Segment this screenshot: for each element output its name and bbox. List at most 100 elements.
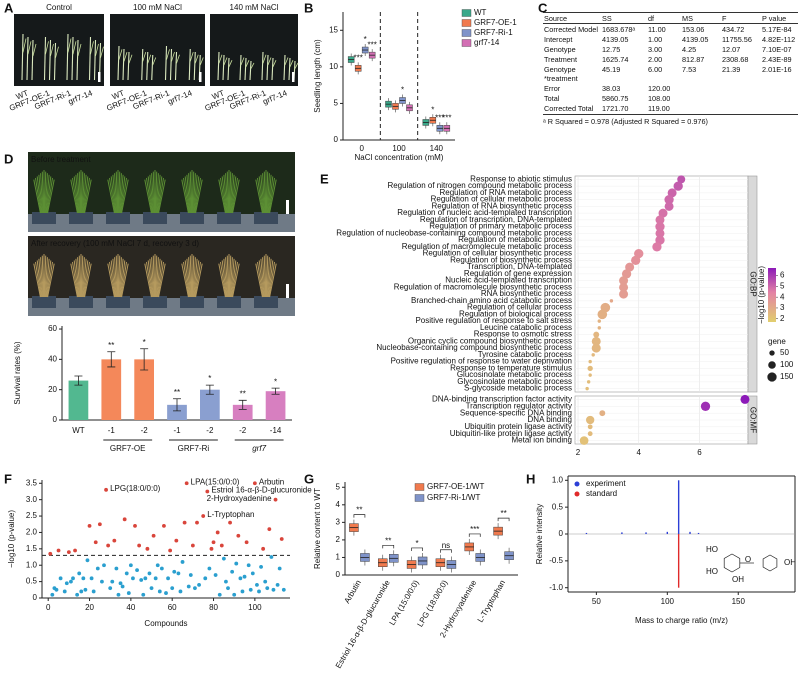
table-cell: Total	[544, 94, 560, 104]
significance: **	[174, 388, 180, 397]
go-dot	[591, 336, 601, 346]
pot	[217, 212, 241, 224]
y-tick-label: 0	[33, 593, 38, 602]
seedling-leaf	[267, 57, 272, 66]
table-cell: 2.01E-16	[762, 65, 792, 75]
term-label: Metal ion binding	[512, 436, 572, 445]
plant-blade	[193, 176, 200, 214]
plant-blade	[36, 176, 43, 214]
plant-blade	[152, 255, 155, 298]
plant-blade	[119, 176, 126, 214]
point	[275, 582, 280, 587]
plant-blade	[149, 258, 154, 298]
y-tick-label: 0	[53, 415, 58, 424]
point	[178, 589, 183, 594]
x-tick-label: Arbutin	[343, 579, 363, 605]
bar	[232, 404, 253, 420]
point	[257, 589, 261, 594]
legend-label: GRF7-Ri-1/WT	[427, 493, 480, 502]
point	[139, 578, 144, 582]
significance: **	[108, 341, 114, 350]
significance: ***	[353, 53, 362, 62]
term-label: Regulation of primary metabolic process	[429, 222, 572, 231]
point	[255, 582, 259, 587]
seedling-leaf	[272, 60, 277, 67]
x-tick-label: -1	[108, 426, 116, 435]
plant-blade	[47, 179, 55, 214]
table-row: Corrected Model 1683.678ᵃ 11.00 153.06 434.7…	[543, 24, 798, 35]
point	[124, 571, 129, 576]
plant-blade	[195, 179, 203, 214]
y-tick-label: 5	[334, 99, 339, 108]
table-cell: 5.17E-84	[762, 24, 792, 34]
go-dot	[591, 343, 601, 353]
plant-blade	[121, 263, 129, 298]
colorbar-tick-label: 2	[780, 314, 785, 323]
plant-blade	[33, 179, 41, 214]
table-cell: 6.00	[648, 65, 663, 75]
table-footnote: ᵃ R Squared = 0.978 (Adjusted R Squared …	[543, 117, 708, 127]
point	[157, 589, 162, 594]
plant-blade	[81, 257, 85, 298]
point	[271, 587, 276, 592]
seedling	[288, 57, 291, 81]
plant-blade	[36, 260, 43, 298]
point	[174, 538, 179, 543]
pot	[106, 212, 130, 224]
plant-blade	[255, 179, 263, 214]
point	[261, 546, 266, 551]
photo-label: Before treatment	[31, 155, 91, 164]
go-dot	[587, 365, 593, 372]
y-tick-label: 2	[336, 535, 341, 544]
term-label: Ubiquitin-like protein ligase activity	[450, 429, 572, 438]
table-cell: Intercept	[544, 34, 573, 44]
term-label: Regulation of nucleobase-containing comp…	[336, 228, 572, 237]
size-legend-title: gene	[768, 337, 786, 346]
panel-label: C	[538, 0, 548, 15]
go-dot	[619, 282, 629, 292]
table-cell: df	[647, 11, 681, 25]
plant-blade	[82, 176, 89, 214]
point	[81, 576, 86, 581]
term-label: Glucosinolate metabolic process	[457, 370, 572, 379]
plant-blade	[44, 255, 47, 298]
bar	[265, 391, 286, 420]
point	[217, 592, 222, 597]
scale-bar	[199, 72, 202, 82]
seedling	[217, 51, 220, 81]
plant-blade	[220, 261, 227, 298]
table-row: Total 5860.75 108.00	[543, 94, 798, 104]
seedling	[117, 45, 120, 81]
point	[77, 571, 82, 576]
table-cell: 3.00	[648, 44, 663, 54]
colorbar-tick-label: 5	[780, 281, 785, 290]
seedling	[174, 51, 178, 81]
x-tick-label: 0	[359, 144, 364, 153]
atom-label: HO	[706, 545, 718, 554]
pot	[69, 212, 93, 224]
molecule-ring	[762, 554, 778, 572]
term-label: Branched-chain amino acid catabolic proc…	[411, 296, 572, 305]
plant-blade	[45, 260, 52, 298]
seedling-leaf	[90, 41, 94, 55]
y-tick-label: 1.0	[552, 475, 564, 484]
go-dot	[586, 380, 591, 384]
term-label: Transcription, DNA-templated	[467, 262, 572, 271]
significance-bracket	[353, 514, 366, 518]
significance: ns	[442, 541, 450, 550]
group-label: GRF7-OE	[110, 444, 146, 453]
seedling	[249, 60, 252, 81]
plant-blade	[35, 261, 42, 298]
point	[62, 589, 67, 594]
go-dot	[700, 401, 711, 411]
table-cell: 1683.678ᵃ	[602, 24, 636, 34]
table-cell: 21.39	[722, 65, 741, 75]
point	[73, 548, 77, 553]
plant-blade	[82, 258, 87, 298]
point	[182, 520, 187, 525]
x-tick-label: L-Tryptophan	[476, 579, 507, 624]
plant-blade	[230, 174, 235, 214]
go-dot	[619, 276, 629, 286]
plant-blade	[257, 177, 264, 214]
plant-blade	[149, 174, 154, 214]
